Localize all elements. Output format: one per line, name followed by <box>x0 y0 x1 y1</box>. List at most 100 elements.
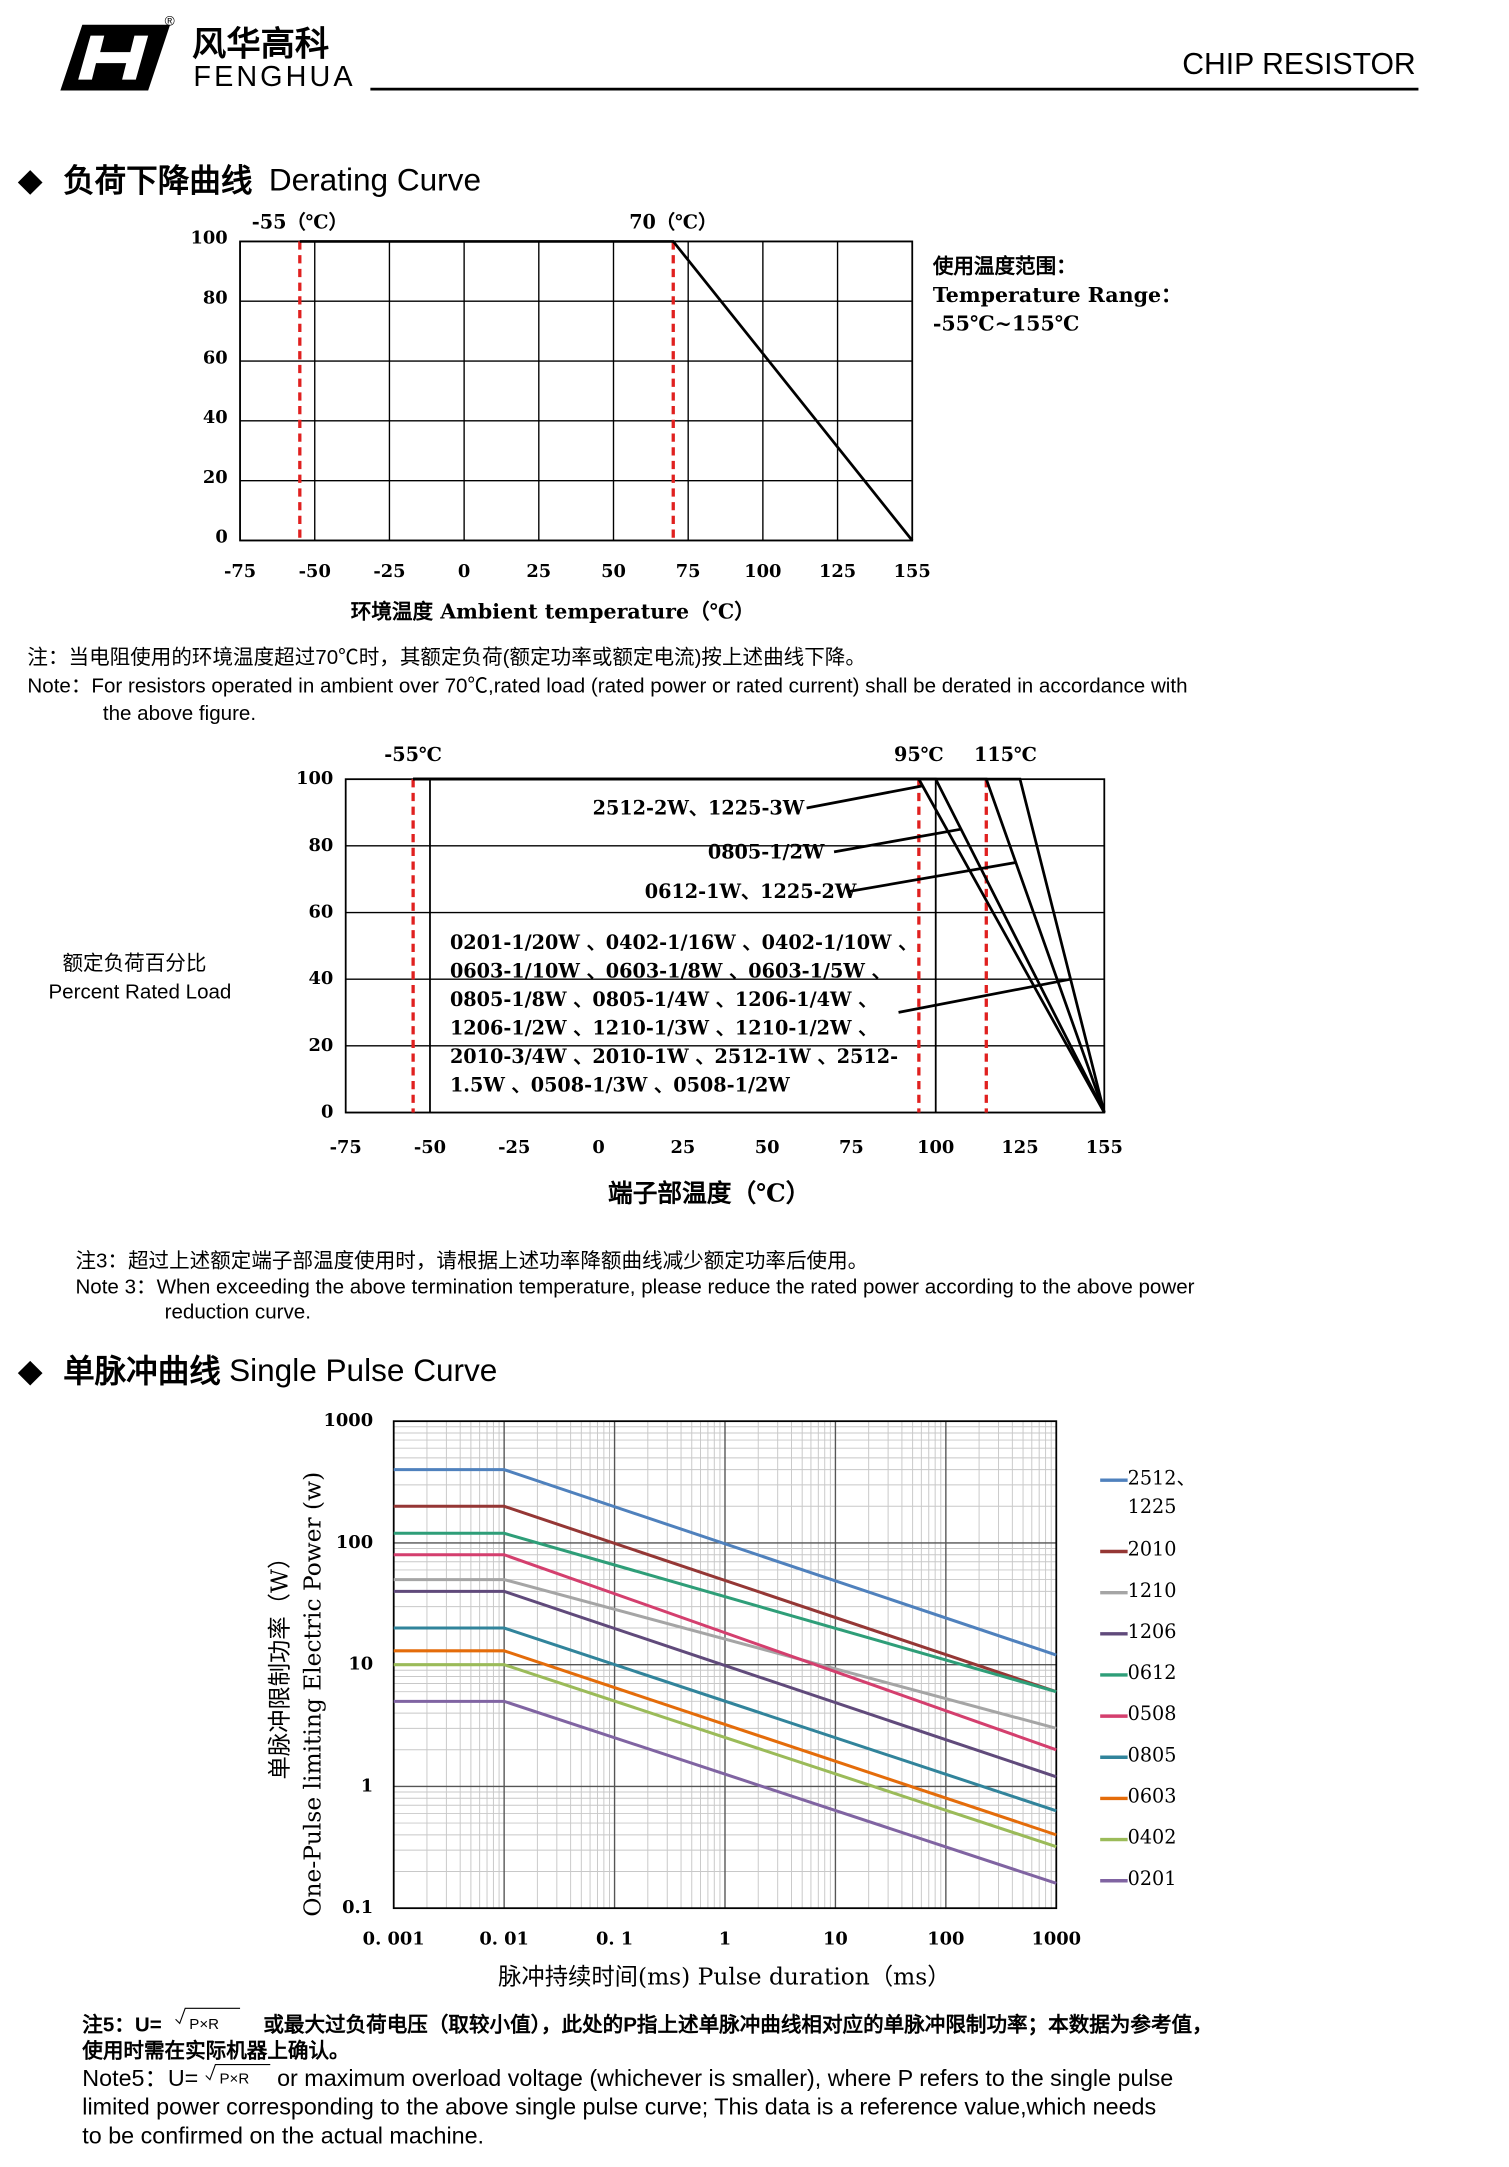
x-tick-label: 0 <box>592 1137 604 1158</box>
section-title: 单脉冲曲线 Single Pulse Curve <box>63 1352 497 1389</box>
y-tick-label: 0 <box>321 1102 333 1123</box>
x-tick-label: -25 <box>373 561 405 582</box>
x-tick-label: 10 <box>823 1929 848 1950</box>
legend-entry: 0402 <box>1127 1827 1177 1850</box>
legend-label: 1210 <box>1127 1580 1177 1603</box>
x-tick-label: 1000 <box>1031 1929 1081 1950</box>
y-tick-label: 1000 <box>324 1410 374 1431</box>
doc-type: CHIP RESISTOR <box>1182 48 1416 81</box>
legend-entry: 0805 <box>1128 1745 1177 1767</box>
note-en: Note 3：When exceeding the above terminat… <box>75 1276 1194 1299</box>
y-tick-label: 0.1 <box>342 1897 373 1918</box>
x-axis-title: 脉冲持续时间(ms) Pulse duration（ms） <box>498 1964 950 1991</box>
x-tick-label: -75 <box>330 1137 362 1158</box>
label-pointer <box>847 861 1017 894</box>
legend-entry: 0508 <box>1127 1703 1177 1726</box>
legend-entry: 0612 <box>1127 1662 1177 1685</box>
section-title-en: Derating Curve <box>269 162 481 198</box>
x-tick-label: 100 <box>917 1137 954 1158</box>
y-axis-title: Percent Rated Load <box>48 981 231 1004</box>
legend-label: 0508 <box>1127 1703 1177 1726</box>
x-tick-label: 25 <box>670 1137 695 1158</box>
x-tick-label: -50 <box>299 561 331 582</box>
note-cn: 注：当电阻使用的环境温度超过70℃时，其额定负荷(额定功率或额定电流)按上述曲线… <box>27 646 866 669</box>
note-en: or maximum overload voltage (whichever i… <box>277 2065 1173 2091</box>
legend-entry: 1210 <box>1127 1580 1177 1603</box>
y-axis-title: 单脉冲限制功率（W） <box>267 1546 294 1780</box>
y-tick-label: 60 <box>309 902 334 923</box>
sqrt-sign <box>175 2007 241 2025</box>
y-tick-label: 10 <box>348 1654 373 1675</box>
registered-mark: ® <box>165 14 175 29</box>
legend-label: 0603 <box>1127 1786 1177 1809</box>
series-line <box>393 1699 1057 1885</box>
series-line <box>393 1589 1057 1779</box>
brand-cn: 风华高科 <box>192 25 329 65</box>
x-tick-label: 155 <box>894 561 931 582</box>
y-tick-label: 40 <box>203 407 228 428</box>
legend-label: 1206 <box>1127 1621 1177 1644</box>
legend-entry: 0201 <box>1128 1868 1177 1890</box>
sqrt-sign <box>205 2064 271 2081</box>
x-axis-title: 端子部温度（℃） <box>608 1178 810 1207</box>
formula: P×R <box>189 2016 219 2033</box>
section-title: 负荷下降曲线 Derating Curve <box>63 162 481 199</box>
y-tick-label: 20 <box>309 1035 334 1056</box>
series-line <box>393 1649 1057 1837</box>
note-cn: 或最大过负荷电压（取较小值），此处的P指上述单脉冲曲线相对应的单脉冲限制功率；本… <box>263 2013 1212 2037</box>
x-tick-label: 50 <box>601 561 626 582</box>
series-label: 1.5W 、0508-1/3W 、0508-1/2W <box>450 1073 790 1096</box>
x-tick-label: 75 <box>676 561 701 582</box>
note-en: reduction curve. <box>165 1300 311 1323</box>
formula: P×R <box>219 2071 249 2088</box>
limit-label: -55℃ <box>384 743 442 766</box>
label-pointer <box>898 977 1071 1014</box>
legend-entry: 2512、1225 <box>1127 1467 1196 1519</box>
legend-label: 0612 <box>1127 1662 1177 1685</box>
legend-entry: 2010 <box>1128 1539 1177 1561</box>
plot-frame <box>239 240 914 542</box>
x-tick-label: 100 <box>744 561 781 582</box>
y-axis-title: One-Pulse limiting Electric Power (w) <box>300 1472 327 1917</box>
x-tick-label: 1 <box>719 1929 731 1950</box>
series-label: 0603-1/10W 、0603-1/8W 、0603-1/5W 、 <box>450 959 891 982</box>
x-tick-label: 0. 1 <box>596 1929 633 1950</box>
y-tick-label: 0 <box>215 527 227 548</box>
x-tick-label: 0. 01 <box>479 1929 529 1950</box>
series-line <box>393 1553 1057 1752</box>
note-en: Note：For resistors operated in ambient o… <box>27 675 1187 698</box>
x-tick-label: 125 <box>819 561 856 582</box>
x-tick-label: -75 <box>224 561 256 582</box>
legend-label: 2512、1225 <box>1127 1467 1196 1519</box>
y-tick-label: 1 <box>361 1775 373 1796</box>
x-tick-label: 100 <box>927 1929 964 1950</box>
section-title-cn: 单脉冲曲线 <box>63 1353 221 1390</box>
x-tick-label: 125 <box>1001 1137 1038 1158</box>
x-tick-label: 50 <box>755 1137 780 1158</box>
side-note: -55℃~155℃ <box>933 312 1080 336</box>
note-en: the above figure. <box>103 702 256 725</box>
series-label: 0201-1/20W 、0402-1/16W 、0402-1/10W 、 <box>450 931 918 954</box>
series-line <box>413 777 1106 1113</box>
legend-label: 0402 <box>1127 1827 1177 1850</box>
series-line <box>393 1578 1057 1730</box>
x-tick-label: 0 <box>458 561 470 582</box>
x-tick-label: -25 <box>498 1137 530 1158</box>
series-line <box>393 1663 1057 1849</box>
x-axis-title: 环境温度 Ambient temperature（℃） <box>351 600 755 624</box>
series-label: 2512-2W、1225-3W <box>593 796 805 819</box>
label-pointer <box>833 827 962 854</box>
y-tick-label: 80 <box>309 835 334 856</box>
y-tick-label: 80 <box>203 288 228 309</box>
y-tick-label: 40 <box>309 968 334 989</box>
side-note: 使用温度范围： <box>932 254 1077 278</box>
series-line <box>393 1626 1057 1813</box>
note-en: to be confirmed on the actual machine. <box>82 2122 484 2148</box>
note-cn: 注5：U= <box>82 2013 161 2037</box>
x-tick-label: 155 <box>1086 1137 1123 1158</box>
note-cn: 使用时需在实际机器上确认。 <box>81 2039 349 2063</box>
label-pointer <box>806 784 923 810</box>
series-label: 2010-3/4W 、2010-1W 、2512-1W 、2512- <box>450 1045 898 1068</box>
